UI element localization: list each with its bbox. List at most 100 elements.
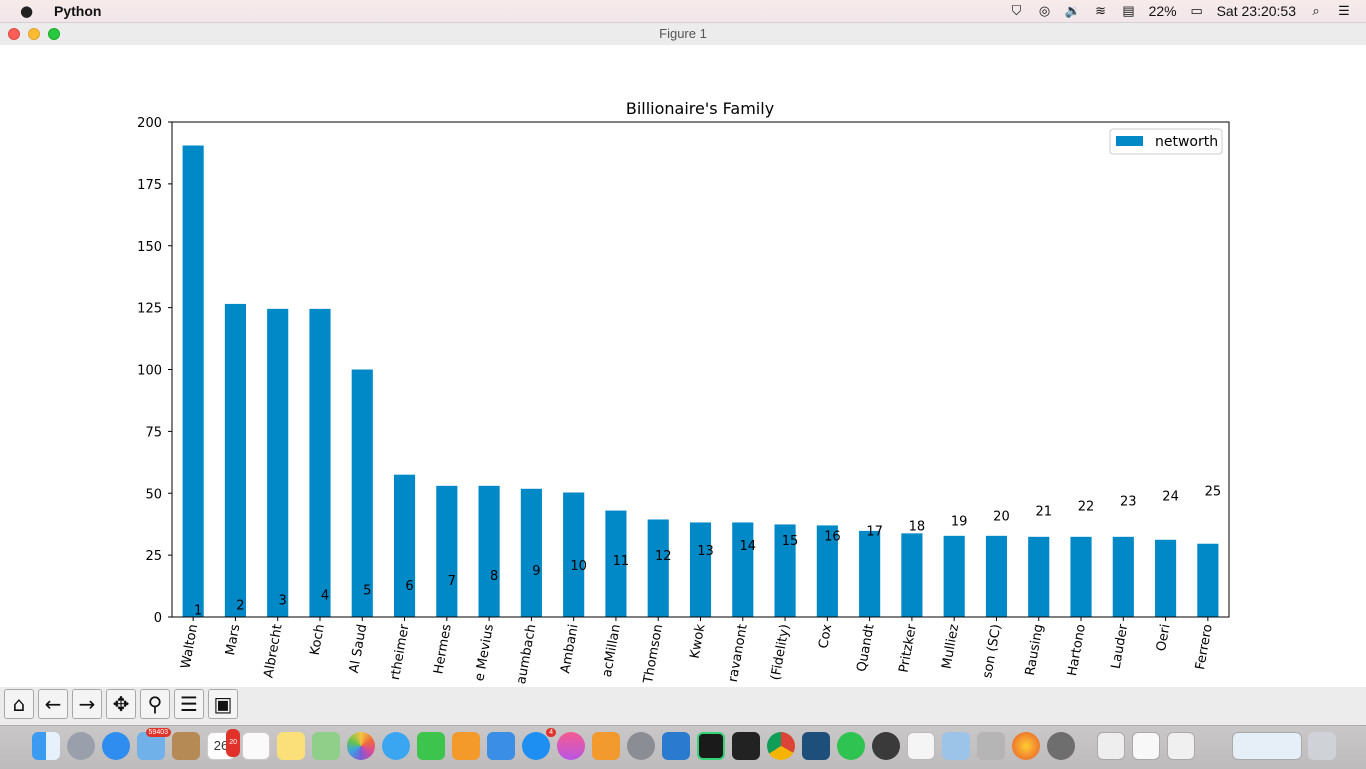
photos-icon[interactable]: [347, 732, 375, 760]
reminders-icon[interactable]: [242, 732, 270, 760]
accessibility-icon[interactable]: ◎: [1038, 3, 1051, 18]
chrome-icon[interactable]: [767, 732, 795, 760]
figure-canvas[interactable]: Billionaire's Family 1 2 3 4 5 6 7 8 9 10 11 12 13 14…: [0, 45, 1366, 687]
shield-icon[interactable]: ⛉: [1011, 3, 1022, 18]
safari-icon[interactable]: [102, 732, 130, 760]
textedit-icon[interactable]: [907, 732, 935, 760]
bar-annotation: 13: [697, 544, 714, 559]
desktop-stack-icon[interactable]: [1232, 732, 1302, 760]
legend-box: [1109, 128, 1223, 155]
flag-icon[interactable]: ▤: [1122, 3, 1135, 18]
finder-icon[interactable]: [32, 732, 60, 760]
x-tick-label: Mars: [223, 623, 243, 657]
books-icon[interactable]: [592, 732, 620, 760]
downloads-stack-icon[interactable]: [1097, 732, 1125, 760]
x-tick-label: Al Saud: [347, 623, 370, 674]
search-icon[interactable]: ⌕: [1312, 3, 1320, 18]
bar-annotation: 16: [824, 529, 841, 544]
bar-17: [859, 530, 881, 617]
bar-annotation: 17: [866, 524, 883, 539]
bar-annotation: 24: [1162, 490, 1179, 505]
keynote-icon[interactable]: [487, 732, 515, 760]
x-tick-label: son (SC): [980, 623, 1004, 679]
save-button[interactable]: ▣: [208, 689, 238, 719]
appstore-icon[interactable]: 4: [522, 728, 556, 760]
music-icon[interactable]: [557, 732, 585, 760]
vscode-icon[interactable]: [662, 732, 690, 760]
forward-arrow-button[interactable]: →: [72, 689, 102, 719]
minimize-window-button[interactable]: [28, 28, 40, 40]
bar-7: [436, 485, 458, 617]
x-tick-label: Ambani: [558, 623, 581, 674]
pycharm-icon[interactable]: [697, 732, 725, 760]
close-window-button[interactable]: [8, 28, 20, 40]
x-tick-label: Rausing: [1023, 623, 1047, 677]
bar-annotation: 21: [1035, 505, 1052, 520]
pan-button[interactable]: ✥: [106, 689, 136, 719]
home-button[interactable]: ⌂: [4, 689, 34, 719]
evernote-icon[interactable]: [872, 732, 900, 760]
zoom-window-button[interactable]: [48, 28, 60, 40]
bar-21: [1028, 536, 1050, 617]
volume-icon[interactable]: 🔉: [1064, 3, 1081, 18]
list-icon[interactable]: ☰: [1338, 3, 1350, 18]
bar-annotation: 5: [363, 584, 371, 599]
x-tick-label: Hartono: [1065, 623, 1089, 677]
home-icon: ⌂: [12, 692, 26, 716]
documents-stack-icon[interactable]: [1132, 732, 1160, 760]
bar-6: [393, 474, 416, 617]
y-tick-label: 50: [145, 487, 162, 502]
terminal-icon[interactable]: [732, 732, 760, 760]
x-tick-label: Ferrero: [1193, 623, 1216, 671]
preview-icon[interactable]: [942, 732, 970, 760]
y-tick-label: 75: [145, 425, 162, 440]
bar-22: [1070, 536, 1092, 617]
battery-icon[interactable]: ▭: [1190, 3, 1203, 18]
zoom-button[interactable]: ⚲: [140, 689, 170, 719]
back-arrow-button[interactable]: ←: [38, 689, 68, 719]
whatsapp-icon[interactable]: [837, 732, 865, 760]
firefox-icon[interactable]: [1012, 732, 1040, 760]
x-tick-label: Quandt: [854, 623, 877, 673]
bar-10: [563, 492, 585, 617]
files-stack-icon[interactable]: [1167, 732, 1195, 760]
notes-icon[interactable]: [277, 732, 305, 760]
bar-annotation: 25: [1205, 485, 1222, 500]
x-tick-label: Pritzker: [897, 622, 920, 673]
inkscape-icon[interactable]: [1047, 732, 1075, 760]
app-name-menu[interactable]: Python: [54, 3, 102, 19]
launchpad-icon[interactable]: [67, 732, 95, 760]
x-tick-label: Hermes: [431, 623, 455, 675]
apple-menu-icon[interactable]: ●: [20, 2, 34, 20]
x-tick-label: (Fidelity): [768, 623, 793, 681]
bar-annotation: 18: [909, 519, 926, 534]
pages-icon[interactable]: [452, 732, 480, 760]
keychain-icon[interactable]: [977, 732, 1005, 760]
mail-badge: 59403: [145, 728, 171, 737]
x-tick-label: Albrecht: [261, 623, 285, 679]
x-tick-label: Thomson: [641, 623, 666, 685]
bar-19: [943, 535, 965, 617]
x-tick-label: Koch: [308, 623, 328, 656]
x-tick-label: Cox: [816, 623, 835, 650]
wifi-icon[interactable]: ≋: [1095, 3, 1107, 18]
messages-icon[interactable]: [382, 732, 410, 760]
y-tick-label: 175: [137, 178, 162, 193]
system-preferences-icon[interactable]: [627, 732, 655, 760]
facetime-icon[interactable]: [417, 732, 445, 760]
bar-annotation: 23: [1120, 495, 1137, 510]
calendar-icon[interactable]: 26 20: [207, 729, 240, 760]
bar-9: [520, 488, 542, 617]
contacts-icon[interactable]: [172, 732, 200, 760]
mysql-workbench-icon[interactable]: [802, 732, 830, 760]
maps-icon[interactable]: [312, 732, 340, 760]
clock[interactable]: Sat 23:20:53: [1216, 3, 1296, 19]
bar-annotation: 11: [613, 554, 630, 569]
configure-subplots-button[interactable]: ☰: [174, 689, 204, 719]
mail-icon[interactable]: 59403: [137, 728, 171, 760]
x-tick-label: acMillan: [600, 623, 624, 678]
bar-14: [732, 522, 754, 617]
trash-icon[interactable]: [1308, 732, 1336, 760]
x-tick-label: Walton: [179, 623, 202, 670]
bar-annotation: 22: [1078, 500, 1095, 515]
